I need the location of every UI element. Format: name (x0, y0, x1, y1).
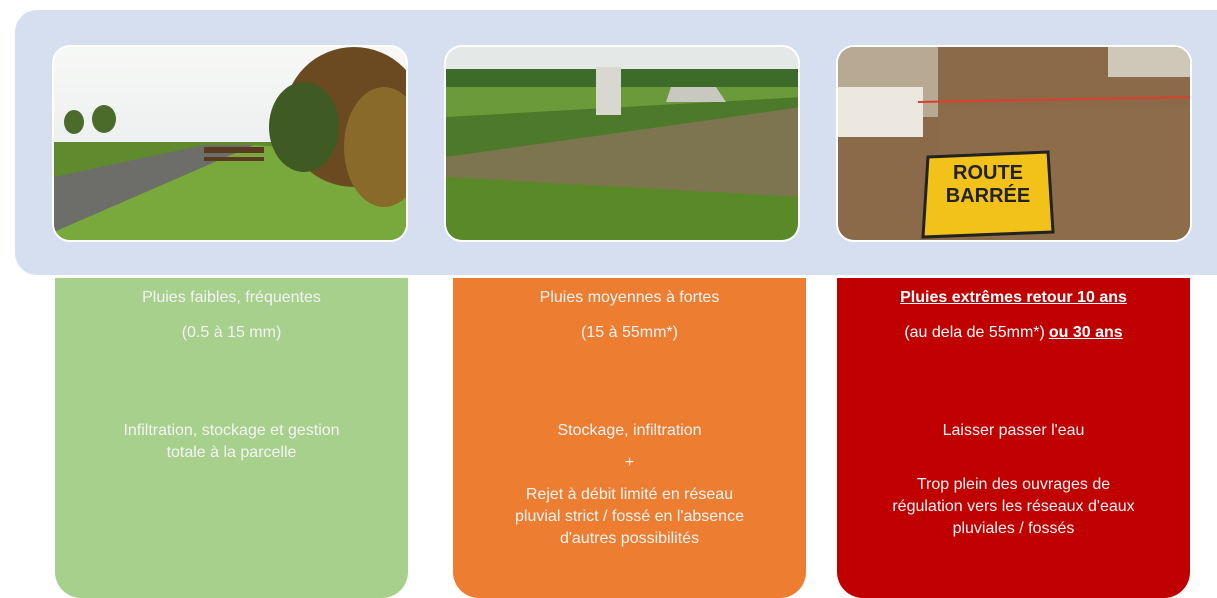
text-line: Laisser passer l'eau (837, 420, 1190, 442)
photo-road (52, 45, 408, 242)
text-line: Rejet à débit limité en réseau (453, 484, 806, 506)
range-text: (au dela de 55mm*) (904, 324, 1045, 341)
panel: Pluies faibles, fréquentes (0.5 à 15 mm) I… (55, 278, 408, 598)
page: ROUTE BARRÉE Pluies faibles, fréquentes (… (0, 0, 1217, 591)
panel-body: Laisser passer l'eau Trop plein des ouvra… (837, 420, 1190, 550)
text-line: d'autres possibilités (453, 528, 806, 550)
range-text: (15 à 55mm*) (581, 324, 678, 341)
sign-line: BARRÉE (946, 184, 1030, 207)
photo-basin (444, 45, 800, 242)
text-line: Stockage, infiltration (453, 420, 806, 442)
panel-title: Pluies extrêmes retour 10 ans (837, 288, 1190, 308)
basin-scene (446, 47, 800, 242)
range-extra: ou 30 ans (1049, 324, 1123, 341)
photo-flood: ROUTE BARRÉE (836, 45, 1192, 242)
road-scene (54, 47, 408, 242)
text-line: pluvial strict / fossé en l'absence (453, 506, 806, 528)
paragraph: Laisser passer l'eau (837, 420, 1190, 442)
text-line: régulation vers les réseaux d'eaux (837, 496, 1190, 518)
panel-range: (au dela de 55mm*)ou 30 ans (837, 323, 1190, 343)
panel-title: Pluies faibles, fréquentes (55, 288, 408, 308)
panel: Pluies moyennes à fortes (15 à 55mm*) Stoc… (453, 278, 806, 598)
panel-body: Stockage, infiltration + Rejet à débit lim… (453, 420, 806, 560)
paragraph: + (453, 452, 806, 474)
text-line: totale à la parcelle (55, 442, 408, 464)
paragraph: Stockage, infiltration (453, 420, 806, 442)
text-line: Infiltration, stockage et gestion (55, 420, 408, 442)
flood-scene: ROUTE BARRÉE (838, 47, 1192, 242)
text-line: Trop plein des ouvrages de (837, 474, 1190, 496)
panel-range: (0.5 à 15 mm) (55, 323, 408, 343)
panel: Pluies extrêmes retour 10 ans (au dela de… (837, 278, 1190, 598)
panel-title: Pluies moyennes à fortes (453, 288, 806, 308)
text-line: pluviales / fossés (837, 518, 1190, 540)
text-line: + (453, 452, 806, 474)
sign-line: ROUTE (953, 162, 1023, 184)
range-text: (0.5 à 15 mm) (182, 324, 282, 341)
panel-range: (15 à 55mm*) (453, 323, 806, 343)
